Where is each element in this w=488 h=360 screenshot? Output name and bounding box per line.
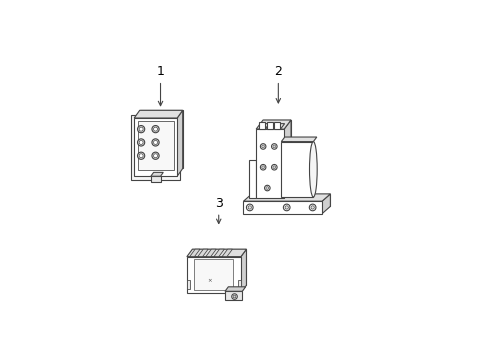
Circle shape	[283, 204, 289, 211]
Circle shape	[260, 165, 265, 170]
Circle shape	[261, 145, 264, 148]
Polygon shape	[259, 123, 269, 129]
Polygon shape	[224, 291, 242, 301]
Polygon shape	[214, 249, 224, 257]
Ellipse shape	[309, 141, 317, 197]
Circle shape	[309, 204, 315, 211]
Polygon shape	[224, 287, 245, 291]
Polygon shape	[189, 249, 200, 257]
Polygon shape	[192, 249, 246, 285]
Circle shape	[153, 140, 157, 144]
Circle shape	[247, 206, 251, 209]
Polygon shape	[186, 280, 190, 289]
Polygon shape	[241, 249, 246, 293]
Polygon shape	[197, 249, 208, 257]
Polygon shape	[281, 141, 313, 197]
Polygon shape	[134, 118, 177, 176]
Circle shape	[153, 127, 157, 131]
Circle shape	[271, 144, 277, 149]
Text: 3: 3	[214, 197, 222, 210]
Circle shape	[310, 206, 314, 209]
Polygon shape	[134, 110, 183, 118]
Polygon shape	[140, 110, 183, 168]
Circle shape	[152, 139, 159, 146]
Circle shape	[137, 139, 144, 146]
Polygon shape	[266, 123, 277, 129]
Circle shape	[231, 294, 237, 299]
Ellipse shape	[312, 164, 313, 174]
Circle shape	[152, 152, 159, 159]
Circle shape	[285, 206, 288, 209]
Ellipse shape	[310, 149, 315, 189]
Polygon shape	[243, 194, 330, 201]
Circle shape	[272, 145, 275, 148]
Ellipse shape	[311, 157, 314, 182]
Polygon shape	[281, 137, 316, 141]
Polygon shape	[243, 201, 322, 214]
Polygon shape	[222, 249, 232, 257]
Polygon shape	[249, 160, 256, 198]
Circle shape	[272, 166, 275, 168]
Circle shape	[264, 185, 269, 191]
Polygon shape	[150, 176, 160, 183]
Polygon shape	[186, 257, 241, 293]
Circle shape	[139, 140, 143, 144]
Circle shape	[153, 154, 157, 158]
Circle shape	[152, 126, 159, 133]
Polygon shape	[274, 123, 284, 129]
Polygon shape	[131, 115, 180, 180]
Text: 2: 2	[274, 65, 282, 78]
Circle shape	[233, 295, 235, 298]
Circle shape	[139, 154, 143, 158]
Polygon shape	[237, 280, 241, 289]
Polygon shape	[263, 120, 290, 189]
Circle shape	[271, 165, 277, 170]
Polygon shape	[137, 121, 173, 170]
Circle shape	[260, 144, 265, 149]
Polygon shape	[256, 120, 290, 129]
Circle shape	[137, 126, 144, 133]
Circle shape	[139, 127, 143, 131]
Polygon shape	[251, 194, 330, 206]
Polygon shape	[150, 172, 163, 176]
Polygon shape	[274, 122, 280, 129]
Polygon shape	[266, 122, 272, 129]
Text: ×: ×	[207, 279, 211, 284]
Circle shape	[265, 186, 268, 189]
Polygon shape	[177, 110, 183, 176]
Polygon shape	[259, 122, 264, 129]
Circle shape	[246, 204, 253, 211]
Polygon shape	[186, 249, 246, 257]
Circle shape	[137, 152, 144, 159]
Text: 1: 1	[156, 65, 164, 78]
Polygon shape	[205, 249, 216, 257]
Polygon shape	[194, 260, 233, 290]
Circle shape	[261, 166, 264, 168]
Polygon shape	[284, 120, 290, 198]
Polygon shape	[256, 129, 284, 198]
Polygon shape	[322, 194, 330, 214]
